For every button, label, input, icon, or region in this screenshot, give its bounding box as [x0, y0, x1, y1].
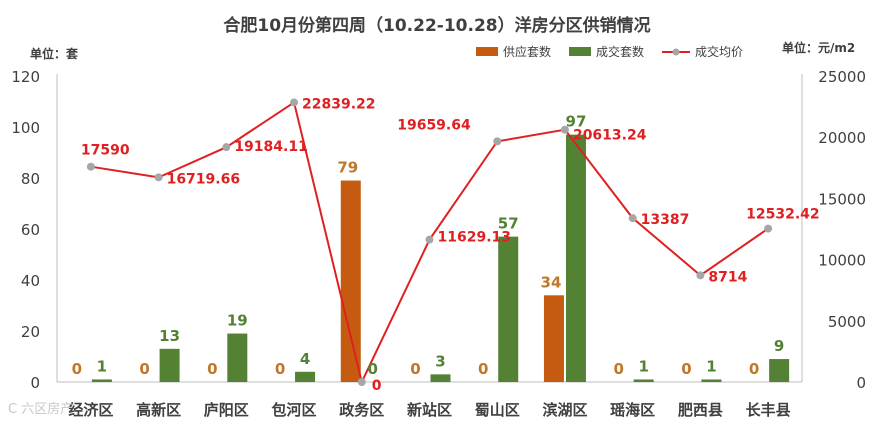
price-label: 11629.13 [438, 230, 512, 246]
x-tick-label: 经济区 [68, 401, 113, 419]
supply-bar-label: 0 [207, 360, 217, 378]
price-marker [628, 214, 637, 223]
supply-bar-label: 79 [337, 159, 358, 177]
sold-bar-label: 3 [435, 352, 445, 370]
supply-bar-label: 0 [681, 360, 691, 378]
bars [91, 134, 790, 382]
price-label: 19659.64 [397, 117, 471, 133]
chart-title: 合肥10月份第四周（10.22-10.28）洋房分区供销情况 [223, 15, 650, 36]
supply-bar-label: 0 [410, 360, 420, 378]
x-tick-label: 肥西县 [678, 401, 723, 419]
price-label: 12532.42 [746, 207, 820, 223]
price-marker [222, 143, 231, 152]
legend-sold-swatch [569, 47, 591, 56]
y-left-tick-label: 120 [11, 68, 40, 86]
supply-bar-label: 0 [613, 360, 623, 378]
legend-price-label: 成交均价 [695, 44, 743, 59]
price-label: 19184.11 [234, 139, 308, 155]
price-marker [425, 235, 434, 244]
legend-supply-label: 供应套数 [503, 44, 551, 59]
sold-bar [295, 371, 316, 382]
sold-bar-label: 9 [774, 337, 784, 355]
supply-bar-label: 0 [749, 360, 759, 378]
price-label: 20613.24 [573, 128, 647, 144]
legend: 供应套数 成交套数 成交均价 [476, 44, 743, 59]
y-left-tick-label: 100 [11, 119, 40, 137]
right-axis-unit: 单位：元/m2 [782, 40, 855, 55]
price-marker [493, 137, 502, 146]
supply-bar-label: 0 [72, 360, 82, 378]
x-tick-label: 政务区 [339, 401, 384, 419]
sold-bar [769, 359, 790, 382]
y-right-tick-label: 0 [856, 374, 866, 392]
x-tick-label: 高新区 [136, 401, 181, 419]
sold-bar-label: 13 [159, 327, 180, 345]
y-right-tick-label: 25000 [818, 68, 866, 86]
sold-bar [498, 236, 519, 382]
legend-supply-swatch [476, 47, 498, 56]
x-tick-label: 蜀山区 [475, 401, 520, 419]
y-left-tick-label: 40 [21, 272, 40, 290]
sold-bar-label: 1 [706, 357, 716, 375]
supply-bar [340, 180, 361, 382]
supply-bar-label: 34 [541, 273, 562, 291]
y-left-tick-label: 60 [21, 221, 40, 239]
watermark: C 六区房产 [8, 402, 74, 417]
sold-bar-label: 1 [638, 357, 648, 375]
price-marker [764, 224, 773, 233]
sold-bar-label: 1 [97, 357, 107, 375]
y-left-tick-label: 80 [21, 170, 40, 188]
price-marker [560, 125, 569, 134]
price-label: 17590 [81, 143, 130, 159]
price-label: 8714 [708, 269, 747, 285]
y-left-tick-label: 0 [30, 374, 40, 392]
price-label: 13387 [641, 212, 690, 228]
x-tick-label: 庐阳区 [204, 401, 249, 419]
supply-bar-label: 0 [139, 360, 149, 378]
x-tick-label: 滨湖区 [542, 401, 587, 419]
x-tick-label: 新站区 [407, 401, 452, 419]
sold-bar-label: 57 [498, 215, 519, 233]
price-label: 16719.66 [167, 171, 241, 187]
sold-bar [227, 333, 248, 382]
x-tick-label: 长丰县 [746, 401, 791, 419]
supply-bar-label: 0 [478, 360, 488, 378]
sold-bar [159, 348, 180, 382]
price-marker [290, 98, 299, 107]
price-label: 0 [372, 378, 382, 394]
legend-sold-label: 成交套数 [596, 44, 644, 59]
sold-bar-label: 0 [368, 360, 378, 378]
supply-bar-label: 0 [275, 360, 285, 378]
legend-price-marker [672, 48, 680, 56]
price-marker [86, 162, 95, 171]
sold-bar [430, 374, 451, 382]
x-tick-label: 包河区 [272, 401, 317, 419]
sold-bar [701, 379, 722, 382]
sold-bar-label: 19 [227, 312, 248, 330]
price-marker [357, 378, 366, 386]
sold-bar-label: 4 [300, 350, 310, 368]
y-right-tick-label: 5000 [828, 313, 866, 331]
left-axis-unit: 单位：套 [30, 46, 79, 61]
y-left-tick-label: 20 [21, 323, 40, 341]
x-tick-label: 瑶海区 [610, 401, 655, 419]
price-marker [154, 173, 163, 182]
price-line-group [86, 98, 773, 386]
price-label: 22839.22 [302, 96, 376, 112]
y-right-tick-label: 20000 [818, 129, 866, 147]
price-marker [696, 271, 705, 280]
axes: 0204060801001200500010000150002000025000… [11, 68, 866, 419]
y-right-tick-label: 15000 [818, 190, 866, 208]
y-right-tick-label: 10000 [818, 252, 866, 270]
sold-bar-label: 97 [566, 113, 587, 131]
supply-bar [543, 295, 564, 382]
sold-bar [633, 379, 654, 382]
sold-bar [91, 379, 112, 382]
sold-bar [565, 134, 586, 382]
